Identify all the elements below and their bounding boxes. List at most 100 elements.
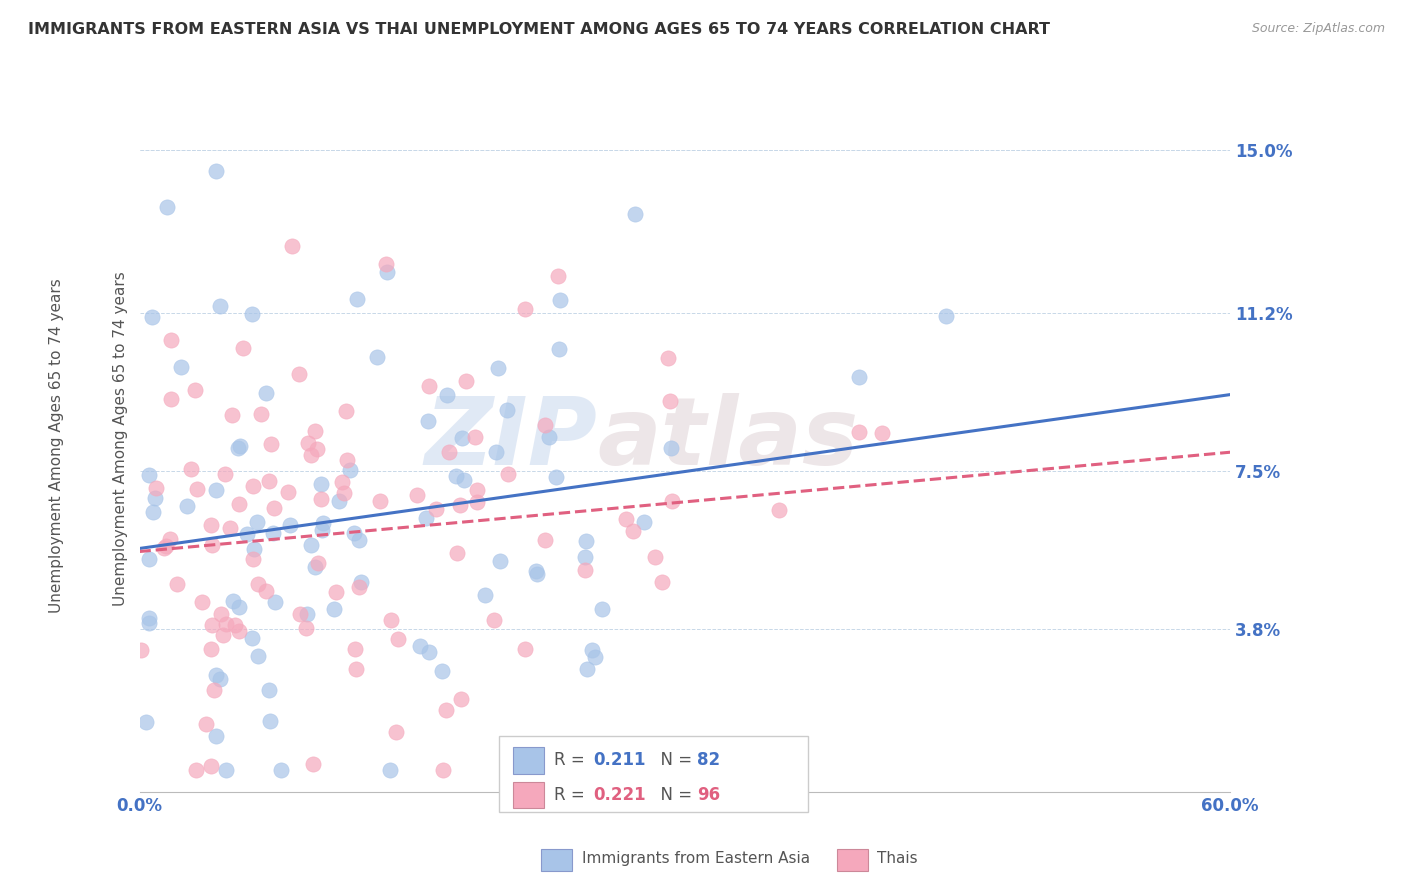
Point	[409, 639, 432, 653]
Point	[336, 453, 359, 467]
Point	[311, 523, 333, 537]
Point	[159, 533, 181, 547]
Point	[657, 351, 679, 365]
Point	[215, 617, 238, 632]
Point	[375, 265, 398, 279]
Point	[366, 350, 388, 364]
Point	[205, 668, 228, 682]
Point	[575, 533, 598, 548]
Point	[633, 515, 655, 529]
Point	[297, 435, 319, 450]
Point	[418, 379, 440, 393]
Point	[156, 200, 179, 214]
Point	[209, 672, 232, 686]
Text: Immigrants from Eastern Asia: Immigrants from Eastern Asia	[582, 851, 810, 865]
Point	[186, 764, 208, 778]
Point	[160, 334, 183, 348]
Point	[870, 426, 893, 441]
Point	[215, 764, 238, 778]
Point	[547, 269, 569, 284]
Point	[129, 642, 152, 657]
Point	[246, 577, 269, 591]
Point	[228, 624, 250, 638]
Point	[224, 618, 246, 632]
Point	[299, 538, 322, 552]
Text: Unemployment Among Ages 65 to 74 years: Unemployment Among Ages 65 to 74 years	[49, 278, 63, 614]
Point	[498, 467, 520, 482]
Point	[307, 556, 329, 570]
Point	[307, 442, 329, 456]
Point	[302, 757, 325, 772]
Point	[138, 552, 160, 566]
Point	[343, 525, 366, 540]
Point	[145, 481, 167, 495]
Point	[453, 473, 475, 487]
Point	[644, 549, 666, 564]
Point	[201, 538, 224, 552]
Point	[515, 642, 537, 657]
Point	[548, 293, 571, 307]
Point	[254, 386, 277, 401]
Text: R =: R =	[554, 751, 591, 769]
Point	[526, 566, 548, 581]
Point	[848, 425, 870, 439]
Point	[205, 164, 228, 178]
Text: R =: R =	[554, 786, 591, 804]
Point	[651, 575, 673, 590]
Point	[509, 764, 531, 778]
Point	[309, 491, 332, 506]
Point	[548, 342, 571, 356]
Point	[343, 642, 366, 657]
Point	[221, 408, 243, 422]
Point	[661, 494, 683, 508]
Point	[299, 448, 322, 462]
Point	[138, 615, 160, 630]
Point	[614, 512, 637, 526]
Point	[138, 611, 160, 625]
Point	[152, 541, 174, 556]
Point	[534, 418, 557, 433]
Point	[387, 632, 409, 646]
Point	[495, 402, 517, 417]
Point	[344, 662, 367, 676]
Point	[242, 552, 264, 566]
Point	[281, 239, 304, 253]
Point	[439, 444, 461, 458]
Point	[432, 764, 454, 778]
Point	[349, 580, 371, 594]
Point	[489, 553, 512, 567]
Point	[138, 468, 160, 483]
Point	[659, 393, 682, 408]
Point	[218, 521, 240, 535]
Point	[446, 546, 468, 560]
Point	[297, 607, 319, 621]
Point	[262, 526, 284, 541]
Point	[425, 502, 447, 516]
Point	[524, 564, 547, 578]
Point	[184, 383, 207, 397]
Point	[250, 407, 273, 421]
Point	[260, 436, 283, 450]
Point	[335, 403, 357, 417]
Point	[450, 431, 472, 445]
Point	[935, 309, 957, 323]
Text: ZIP: ZIP	[425, 393, 598, 485]
Point	[176, 499, 198, 513]
Point	[209, 607, 232, 621]
Point	[454, 374, 477, 388]
Point	[575, 662, 598, 676]
Point	[374, 257, 396, 271]
Text: N =: N =	[650, 786, 697, 804]
Text: Source: ZipAtlas.com: Source: ZipAtlas.com	[1251, 22, 1385, 36]
Point	[591, 601, 613, 615]
Point	[378, 764, 401, 778]
Point	[624, 207, 647, 221]
Point	[330, 475, 353, 489]
Point	[155, 539, 177, 553]
Y-axis label: Unemployment Among Ages 65 to 74 years: Unemployment Among Ages 65 to 74 years	[114, 272, 128, 607]
Point	[228, 600, 250, 615]
Point	[474, 588, 496, 602]
Point	[546, 470, 568, 484]
Point	[264, 595, 287, 609]
Point	[415, 510, 437, 524]
